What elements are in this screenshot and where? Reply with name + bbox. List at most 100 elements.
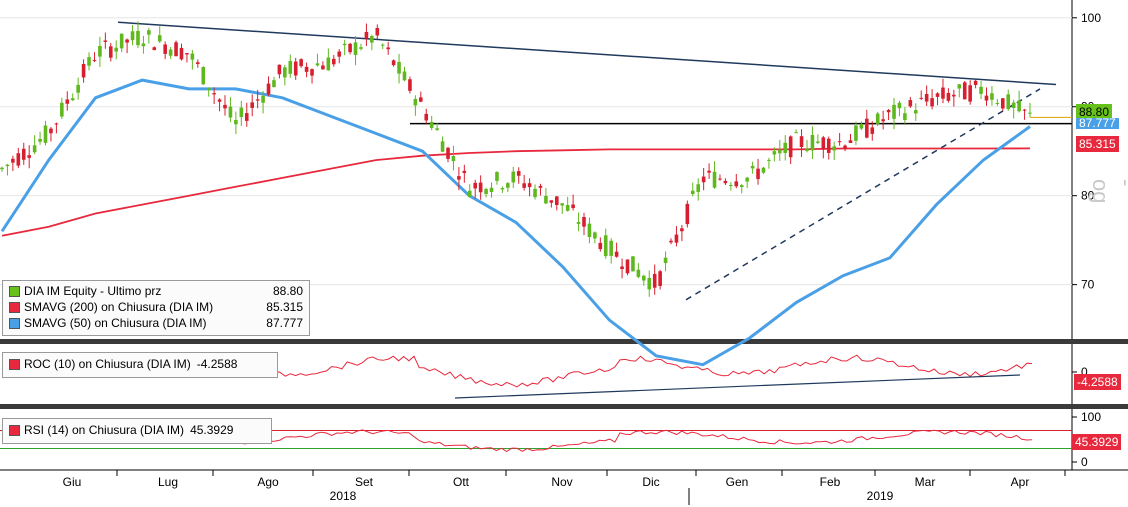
roc-tick-label-0: 0 (1081, 365, 1088, 379)
candle-body (408, 79, 412, 91)
candle-body (21, 148, 26, 160)
candle-body (892, 104, 896, 119)
candle-body (772, 151, 777, 155)
candle-body (375, 27, 380, 36)
price-tag-last: 88.80 (1076, 104, 1113, 120)
candle-body (761, 167, 766, 173)
candle-body (179, 47, 184, 60)
candle-body (799, 136, 804, 148)
candle-body (435, 128, 439, 130)
candle-body (756, 168, 760, 180)
candle-body (1011, 102, 1016, 108)
candle-body (745, 177, 749, 182)
candle-body (930, 98, 934, 107)
candle-body (777, 149, 782, 154)
candle-body (27, 155, 31, 158)
candle-body (429, 121, 434, 128)
candle-body (206, 87, 211, 91)
candle-body (522, 183, 526, 188)
rsi-legend-swatch (9, 424, 20, 436)
candle-body (984, 95, 989, 101)
candle-body (457, 176, 461, 180)
legend-item-sma50: SMAVG (50) on Chiusura (DIA IM) 87.777 (3, 315, 309, 331)
xtick-label-Feb: Feb (820, 475, 841, 489)
candle-body (854, 125, 858, 141)
candle-body (805, 148, 809, 151)
candle-body (620, 266, 624, 270)
rsi-legend: RSI (14) on Chiusura (DIA IM) 45.3929 (2, 418, 272, 444)
candle-body (506, 183, 510, 188)
candle-body (897, 102, 902, 109)
candle-body (935, 93, 940, 97)
price-tag-sma200: 85.315 (1076, 136, 1119, 152)
candle-body (217, 99, 222, 102)
candle-body (130, 31, 135, 41)
candle-body (419, 97, 423, 102)
legend-swatch-sma200 (9, 301, 20, 313)
legend-swatch-price (9, 285, 20, 297)
candle-body (359, 47, 363, 49)
candle-body (60, 102, 64, 117)
price-tag-roc: -4.2588 (1074, 374, 1121, 390)
candle-body (5, 164, 10, 167)
candle-body (244, 113, 249, 121)
candle-body (43, 125, 48, 143)
candle-body (609, 240, 613, 256)
candle-body (495, 172, 499, 181)
candle-body (136, 30, 140, 46)
candle-body (1022, 109, 1027, 111)
candle-body (593, 232, 597, 239)
candle-body (190, 53, 195, 60)
legend-value-sma200: 85.315 (266, 300, 303, 314)
candle-body (832, 146, 836, 151)
candle-body (652, 273, 657, 288)
candle-body (598, 242, 603, 250)
roc-legend-value: -4.2588 (196, 357, 238, 371)
candle-body (544, 195, 548, 204)
candle-body (701, 176, 706, 183)
candle-body (1006, 94, 1011, 110)
sma50-line (0, 78, 1031, 367)
candle-body (337, 51, 342, 57)
candle-body (908, 100, 913, 107)
candle-body (1001, 98, 1005, 109)
candle-body (277, 64, 282, 75)
candle-body (647, 277, 652, 290)
candle-body (261, 95, 265, 103)
price-tag-sma50: 87.777 (1076, 117, 1119, 129)
candle-body (391, 60, 396, 66)
candle-body (962, 82, 967, 100)
rsi-legend-value: 45.3929 (190, 423, 234, 437)
candle-body (810, 134, 815, 151)
ytick-label-70: 70 (1081, 278, 1095, 292)
candle-body (707, 170, 711, 173)
rsi-tick-label-100: 100 (1081, 410, 1101, 424)
candle-body (125, 39, 129, 43)
legend-value-price: 88.80 (272, 284, 303, 298)
legend-label-price: DIA IM Equity - Ultimo prz (24, 284, 162, 298)
candle-body (348, 43, 352, 53)
candle-body (843, 145, 847, 150)
candle-body (283, 67, 287, 78)
candle-body (924, 93, 929, 102)
candle-body (38, 138, 42, 142)
candle-body (674, 234, 679, 243)
candle-body (223, 104, 227, 109)
candle-body (141, 43, 146, 47)
candle-body (712, 171, 717, 188)
candle-body (185, 53, 189, 55)
candle-body (783, 142, 788, 153)
candle-body (516, 171, 521, 176)
candle-body (201, 67, 206, 85)
candle-body (380, 44, 385, 46)
candle-body (413, 98, 418, 106)
candle-body (76, 84, 80, 93)
candle-body (631, 256, 635, 272)
candle-body (98, 45, 102, 57)
candle-body (315, 63, 320, 66)
xtick-label-Mar: Mar (915, 475, 936, 489)
candle-body (212, 93, 216, 95)
candle-body (326, 57, 331, 71)
candle-body (272, 80, 276, 88)
xtick-label-Apr: Apr (1011, 475, 1030, 489)
